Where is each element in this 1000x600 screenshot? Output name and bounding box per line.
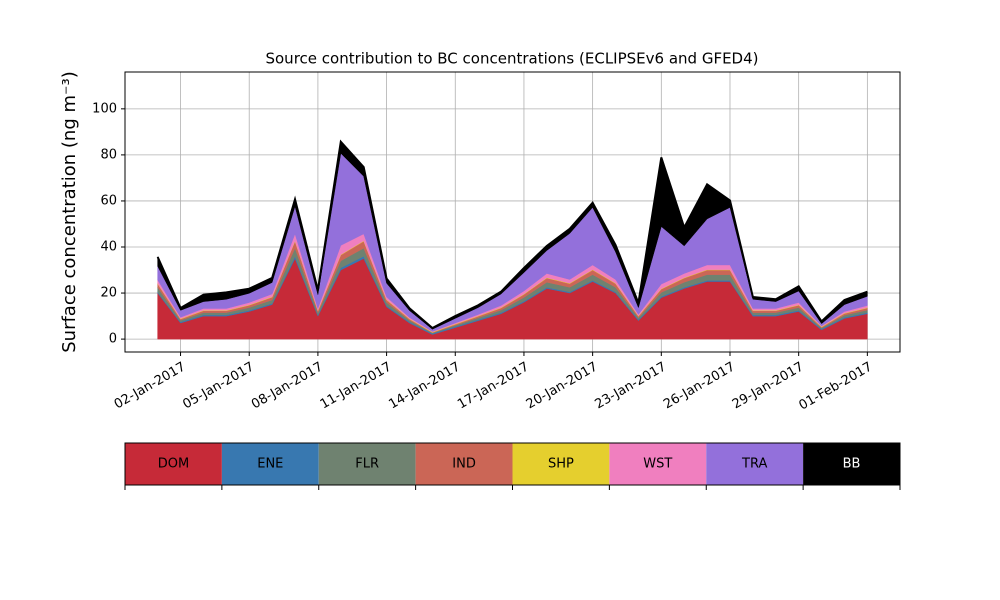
total-line: [156, 139, 868, 330]
plot-frame: [124, 71, 901, 353]
x-tick-label: 05-Jan-2017: [180, 360, 257, 413]
y-tick-label: 60: [100, 193, 117, 208]
chart-title: Source contribution to BC concentrations…: [265, 50, 758, 68]
legend-swatch: [318, 443, 416, 485]
legend-label: WST: [643, 457, 672, 472]
x-tick-label: 23-Jan-2017: [592, 360, 669, 413]
legend-swatch: [609, 443, 707, 485]
legend-label: DOM: [158, 457, 189, 472]
legend-swatch: [512, 443, 610, 485]
y-tick-label: 40: [100, 240, 117, 255]
y-tick-label: 20: [100, 286, 117, 301]
x-tick-label: 20-Jan-2017: [524, 360, 601, 413]
legend-swatch: [221, 443, 319, 485]
legend-label: TRA: [741, 457, 767, 472]
x-tick-label: 08-Jan-2017: [249, 360, 326, 413]
legend-label: IND: [452, 457, 476, 472]
y-tick-label: 0: [109, 332, 117, 347]
x-tick-label: 02-Jan-2017: [112, 360, 189, 413]
x-tick-label: 11-Jan-2017: [318, 360, 395, 413]
y-tick-label: 80: [100, 147, 117, 162]
legend-label: SHP: [548, 457, 574, 472]
legend-swatch: [415, 443, 513, 485]
y-tick-label: 100: [92, 101, 117, 116]
x-tick-label: 14-Jan-2017: [386, 360, 463, 413]
x-tick-label: 17-Jan-2017: [455, 360, 532, 413]
x-tick-label: 01-Feb-2017: [797, 360, 876, 414]
legend-swatch: [706, 443, 804, 485]
y-axis-label: Surface concentration (ng m⁻³): [59, 71, 80, 353]
legend-swatch: [803, 443, 900, 485]
legend-label: ENE: [257, 457, 283, 472]
legend-swatch: [125, 443, 222, 485]
legend-label: BB: [843, 457, 861, 472]
x-tick-label: 26-Jan-2017: [661, 360, 738, 413]
legend-label: FLR: [355, 457, 379, 472]
x-tick-label: 29-Jan-2017: [730, 360, 807, 413]
